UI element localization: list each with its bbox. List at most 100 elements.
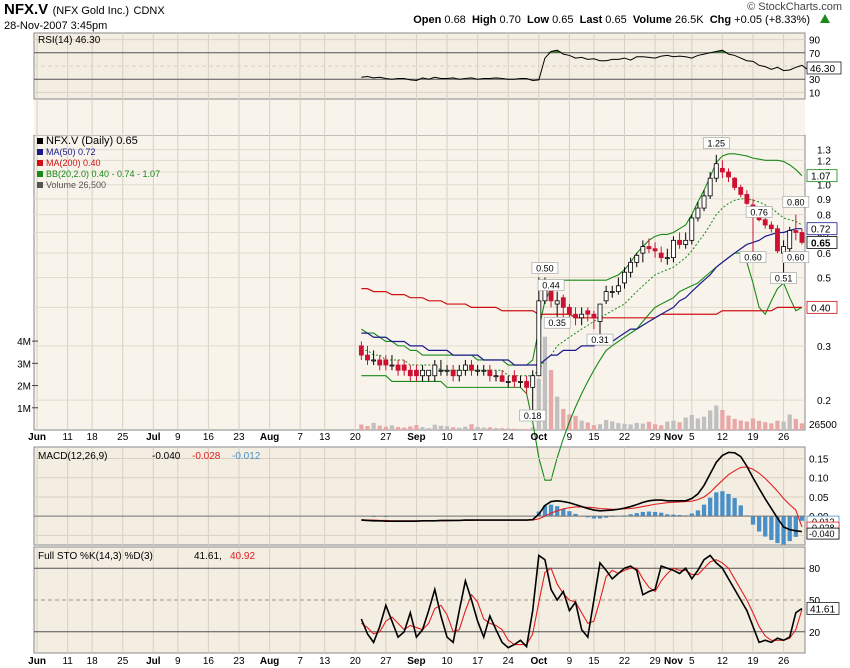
volume-bar [756, 420, 762, 430]
x-axis-label-price: 13 [319, 432, 331, 443]
price-marker-value: 0.72 [811, 225, 831, 236]
candle-body [671, 239, 676, 259]
candle-body [640, 246, 646, 254]
chg-value: +0.05 (+8.33%) [734, 14, 810, 26]
source-credit[interactable]: © StockCharts.com [747, 1, 842, 13]
price-annotation: 0.60 [787, 253, 805, 263]
x-axis-label-sto: 29 [650, 656, 662, 667]
volume-bar [695, 418, 701, 430]
macd-legend-hist: -0.012 [232, 451, 261, 462]
rsi-tick-label: 10 [809, 88, 821, 99]
volume-bar [585, 422, 590, 430]
volume-bar [597, 424, 603, 430]
candle-body [493, 375, 499, 378]
candle-body [383, 359, 389, 366]
volume-bar [671, 420, 676, 430]
macd-histogram-bar [671, 514, 676, 517]
price-annotation: 0.44 [542, 281, 560, 291]
rsi-legend: RSI(14) 46.30 [38, 35, 101, 46]
volume-bar [646, 421, 652, 430]
x-axis-label-sto: Jun [28, 656, 46, 667]
volume-value: 26.5K [674, 14, 704, 26]
candle-body [726, 171, 731, 178]
x-axis-label-price: Aug [260, 432, 279, 443]
company-name: (NFX Gold Inc.) [52, 5, 130, 17]
macd-histogram-bar [781, 516, 786, 545]
macd-histogram-bar [634, 513, 639, 517]
price-tick-label: 1.0 [817, 181, 831, 192]
candle-body [732, 177, 738, 188]
price-panel-background [33, 134, 806, 431]
macd-histogram-bar [695, 510, 701, 517]
volume-tick-label: 2M [17, 382, 31, 393]
macd-histogram-bar [701, 504, 707, 517]
rsi-tick-label: 30 [809, 75, 821, 86]
x-axis-label-sto: 13 [319, 656, 331, 667]
macd-histogram-bar [640, 511, 645, 517]
volume-tick-label: 3M [17, 359, 31, 370]
chg-label: Chg [709, 14, 732, 26]
candle-body [499, 375, 505, 382]
macd-histogram-bar [799, 516, 805, 521]
macd-histogram-bar [573, 513, 578, 517]
x-axis-label-price: 24 [503, 432, 515, 443]
candle-body [652, 248, 658, 252]
x-axis-label-sto: Aug [260, 656, 279, 667]
macd-histogram-bar [738, 505, 743, 517]
bb-legend-swatch [37, 171, 43, 177]
bb-legend: BB(20,2.0) 0.40 - 0.74 - 1.07 [46, 169, 160, 179]
macd-histogram-bar [646, 511, 652, 517]
last-value: 0.65 [605, 14, 627, 26]
x-axis-label-sto: 25 [117, 656, 129, 667]
volume-legend: Volume 26,500 [46, 180, 106, 190]
candle-legend: NFX.V (Daily) 0.65 [46, 135, 138, 147]
candle-body [420, 369, 425, 377]
volume-bar [493, 428, 499, 430]
candle-body [554, 300, 560, 305]
chart-title: NFX.V (NFX Gold Inc.) CDNX [4, 1, 165, 19]
candle-body [787, 230, 793, 250]
candle-body [432, 364, 438, 377]
candle-body [762, 219, 768, 226]
macd-histogram-bar [591, 516, 597, 519]
candle-body [371, 359, 377, 362]
volume-label: Volume [632, 14, 672, 26]
price-tick-label: 0.9 [817, 195, 831, 206]
volume-bar [628, 424, 633, 430]
macd-histogram-bar [597, 516, 603, 519]
x-axis-label-price: 17 [472, 432, 484, 443]
volume-bar [781, 421, 786, 430]
candle-body [585, 310, 591, 315]
candle-body [646, 246, 652, 250]
x-axis-label-price: 16 [203, 432, 215, 443]
macd-histogram-bar [720, 491, 725, 517]
price-marker-box [806, 169, 838, 183]
x-axis-label-sto: 27 [380, 656, 392, 667]
x-axis-label-price: 7 [297, 432, 303, 443]
x-axis-label-sto: 9 [175, 656, 181, 667]
low-label: Low [527, 14, 549, 26]
x-axis-label-sto: Jul [146, 656, 161, 667]
x-axis-label-price: 5 [689, 432, 695, 443]
x-axis-label-sto: 15 [588, 656, 600, 667]
macd-legend-label: MACD(12,26,9) [38, 451, 107, 462]
macd-marker-box [806, 527, 840, 540]
volume-bar [665, 421, 670, 430]
candle-body [738, 187, 744, 195]
macd-histogram-bar [603, 516, 609, 518]
candle-body [511, 375, 517, 382]
sto-legend-label: Full STO %K(14,3) %D(3) [38, 551, 153, 562]
candle-body [530, 375, 536, 388]
macd-histogram-bar [787, 516, 792, 542]
x-axis-label-price: 12 [717, 432, 729, 443]
rsi-tick-label: 70 [809, 49, 821, 60]
bollinger-upper-band [361, 153, 803, 366]
volume-bar [499, 428, 505, 430]
candle-body [658, 252, 664, 259]
price-annotation: 0.76 [750, 207, 768, 217]
candle-body [536, 300, 542, 377]
volume-bar [426, 428, 431, 430]
candle-body [566, 306, 572, 315]
macd-histogram-bar [659, 512, 664, 517]
